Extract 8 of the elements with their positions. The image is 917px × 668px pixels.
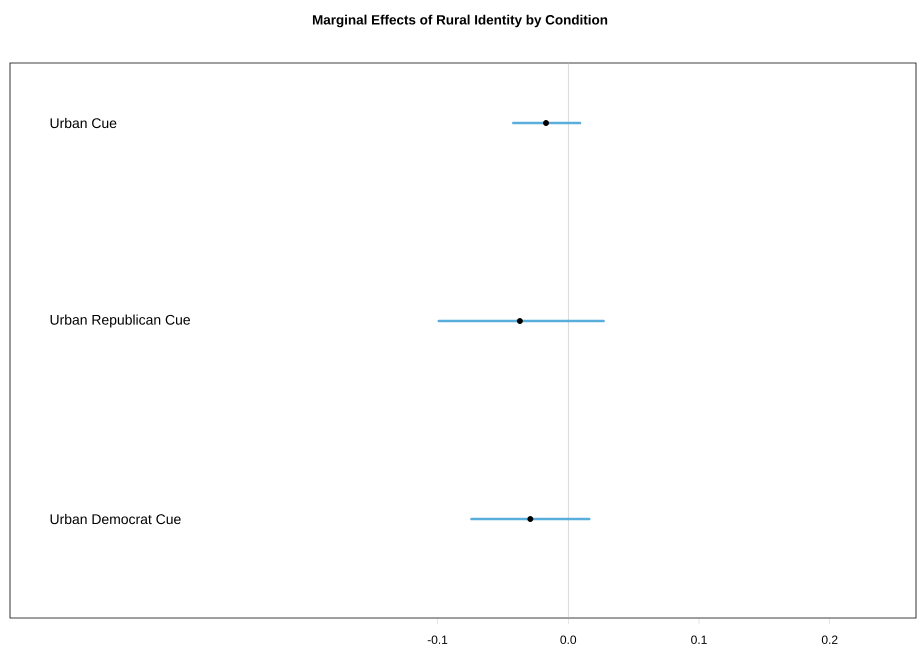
x-tick-label: 0.1 [691, 636, 707, 644]
x-tick-label: -0.1 [428, 636, 448, 644]
chart-title: Marginal Effects of Rural Identity by Condition [312, 14, 608, 28]
y-tick-label: Urban Democrat Cue [50, 514, 181, 524]
y-tick-label: Urban Cue [50, 118, 116, 128]
y-tick-label: Urban Republican Cue [50, 314, 190, 328]
x-tick-label: 0.2 [822, 636, 838, 644]
x-tick-label: 0.0 [560, 636, 576, 644]
